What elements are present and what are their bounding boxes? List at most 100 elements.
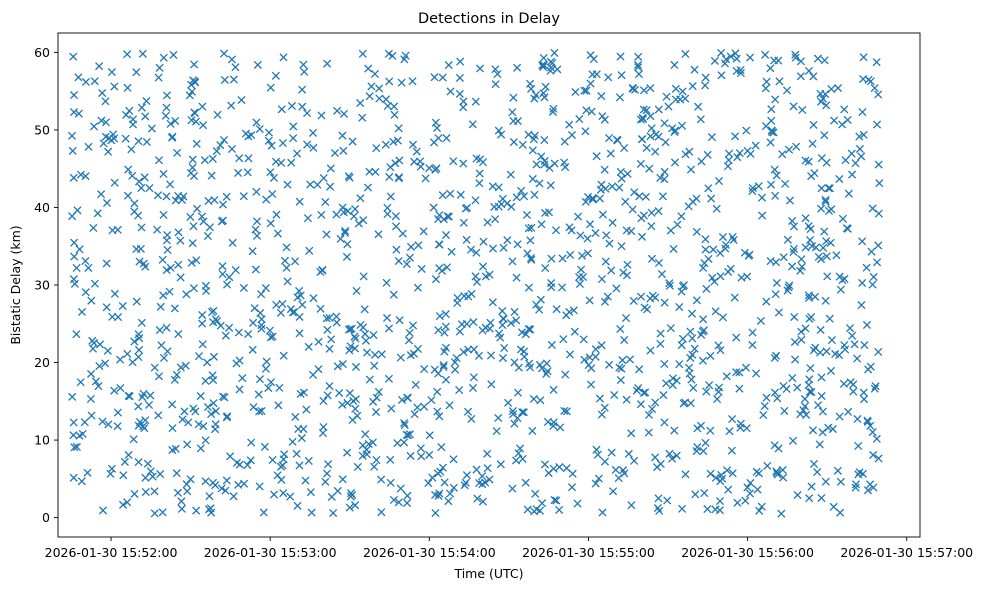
data-point <box>552 496 561 505</box>
data-point <box>819 243 828 252</box>
data-point <box>332 312 341 321</box>
data-point <box>385 77 394 86</box>
data-point <box>392 222 401 231</box>
data-point <box>830 116 839 125</box>
data-point <box>774 444 783 453</box>
data-point <box>257 324 266 333</box>
data-point <box>428 473 437 482</box>
data-point <box>116 383 125 393</box>
data-point <box>113 422 122 431</box>
x-axis: 2026-01-30 15:52:00 2026-01-30 15:53:00 20… <box>45 537 973 560</box>
data-point <box>721 55 731 64</box>
data-point <box>698 356 708 365</box>
data-point <box>600 457 610 466</box>
data-point <box>383 203 392 212</box>
data-point <box>541 264 550 273</box>
data-point <box>237 95 246 105</box>
data-point <box>343 448 352 457</box>
data-point <box>594 474 603 483</box>
data-point <box>839 379 849 388</box>
data-point <box>833 466 842 475</box>
data-point <box>874 90 883 99</box>
data-point <box>699 315 708 324</box>
data-point <box>264 136 273 145</box>
data-point <box>323 59 332 68</box>
data-point <box>132 68 141 77</box>
data-point <box>257 406 266 416</box>
data-point <box>140 424 149 433</box>
data-point <box>671 95 680 104</box>
data-point <box>455 385 464 395</box>
data-point <box>222 476 231 485</box>
data-point <box>508 484 517 493</box>
data-point <box>702 387 711 396</box>
data-point <box>860 340 869 350</box>
data-point <box>322 469 332 478</box>
data-point <box>651 453 660 462</box>
data-point <box>772 171 781 180</box>
data-point <box>560 137 569 146</box>
data-point <box>235 154 244 163</box>
data-point <box>622 226 631 235</box>
data-point <box>349 212 359 221</box>
data-point <box>70 443 79 452</box>
data-point <box>772 351 781 360</box>
data-point <box>678 504 687 513</box>
data-point <box>637 135 646 144</box>
data-point <box>107 68 116 77</box>
data-point <box>184 418 193 427</box>
data-point <box>370 462 379 471</box>
data-point <box>177 504 186 513</box>
data-point <box>735 149 744 158</box>
data-point <box>565 120 574 129</box>
data-point <box>726 264 735 273</box>
data-point <box>156 469 165 479</box>
data-point <box>243 460 252 470</box>
data-point <box>282 243 291 252</box>
data-point <box>549 421 558 430</box>
data-point <box>102 303 111 312</box>
data-point <box>817 391 826 401</box>
data-point <box>746 149 755 158</box>
data-point <box>642 143 651 152</box>
data-point <box>216 141 225 150</box>
data-point <box>845 324 855 333</box>
data-point <box>506 170 515 179</box>
y-axis-label: Bistatic Delay (km) <box>8 225 23 344</box>
x-tick-label: 2026-01-30 15:53:00 <box>204 545 337 560</box>
data-point <box>870 83 879 93</box>
data-point <box>435 412 444 421</box>
data-point <box>87 411 96 420</box>
data-point <box>616 324 625 334</box>
data-point <box>766 64 775 73</box>
data-point <box>110 386 119 395</box>
data-point <box>709 245 718 254</box>
data-point <box>146 391 155 400</box>
data-point <box>189 284 198 293</box>
data-point <box>174 260 183 269</box>
data-point <box>670 158 680 167</box>
data-point <box>182 290 191 299</box>
data-point <box>558 283 567 292</box>
data-point <box>717 71 726 80</box>
data-point <box>512 193 521 202</box>
data-point <box>779 473 788 482</box>
data-point <box>408 140 418 149</box>
data-point <box>824 206 834 216</box>
data-point <box>138 393 147 402</box>
data-point <box>227 144 237 154</box>
data-point <box>835 412 844 421</box>
data-point <box>697 157 706 166</box>
data-point <box>767 105 776 114</box>
data-point <box>176 273 185 282</box>
data-point <box>455 73 464 82</box>
data-point <box>670 127 679 137</box>
data-point <box>91 377 100 386</box>
data-point <box>346 489 356 498</box>
data-point <box>203 358 212 367</box>
data-point <box>605 360 614 369</box>
data-point <box>384 324 394 333</box>
data-point <box>822 101 831 110</box>
data-point <box>692 227 701 236</box>
data-point <box>101 359 110 368</box>
